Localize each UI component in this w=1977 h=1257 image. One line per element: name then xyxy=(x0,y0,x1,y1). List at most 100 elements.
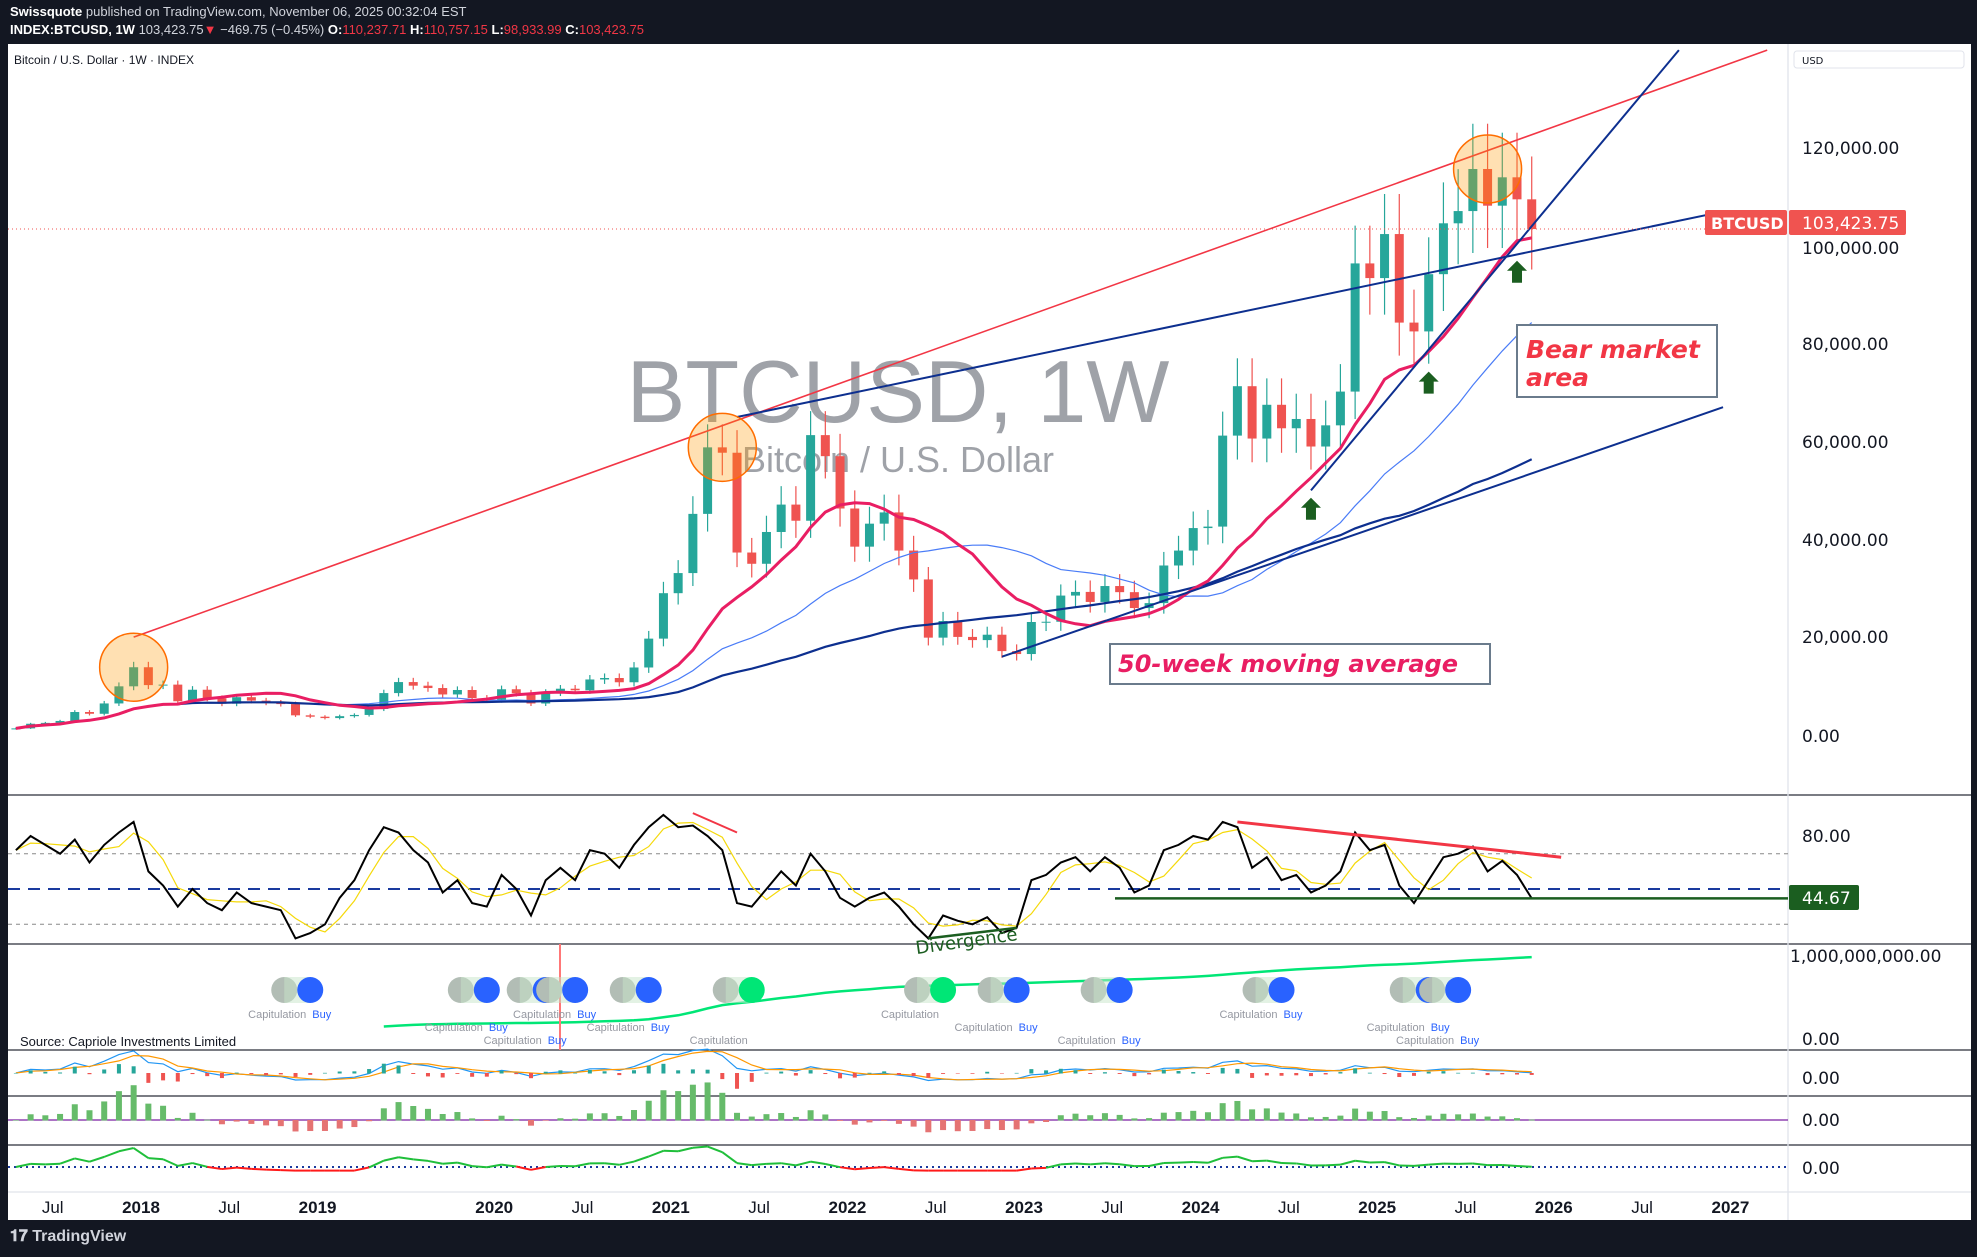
ma50-label: 50-week moving average xyxy=(1118,650,1458,678)
macd-histogram-bar xyxy=(1235,1068,1240,1074)
osc2-histogram-bar xyxy=(910,1120,917,1127)
osc2-histogram-bar xyxy=(498,1115,505,1121)
osc2-histogram-bar xyxy=(410,1106,417,1121)
osc2-histogram-bar xyxy=(660,1090,667,1121)
time-tick: Jul xyxy=(1278,1198,1300,1217)
osc2-histogram-bar xyxy=(1204,1112,1211,1121)
macd-histogram-bar xyxy=(1367,1072,1372,1074)
osc3-line-segment xyxy=(280,1169,296,1172)
osc3-line-segment xyxy=(30,1162,46,1166)
macd-histogram-bar xyxy=(1250,1073,1255,1078)
osc3-line-segment xyxy=(74,1157,90,1163)
close-label: C: xyxy=(565,22,579,37)
osc2-histogram-bar xyxy=(292,1120,299,1132)
time-tick: Jul xyxy=(1101,1198,1123,1217)
tradingview-logo[interactable]: 𝟏𝟕 TradingView xyxy=(10,1228,126,1246)
time-tick: 2025 xyxy=(1358,1198,1396,1217)
capitulation-label: Capitulation xyxy=(1219,1009,1277,1021)
macd-histogram-bar xyxy=(705,1069,710,1074)
candle-body xyxy=(658,593,668,639)
osc2-histogram-bar xyxy=(1072,1113,1079,1121)
candle-body xyxy=(850,508,860,547)
bear-label-2: area xyxy=(1526,363,1589,392)
macd-histogram-bar xyxy=(528,1073,533,1079)
osc3-line-segment xyxy=(1472,1162,1488,1167)
osc2-histogram-bar xyxy=(469,1118,476,1121)
price-pane[interactable] xyxy=(8,49,1788,730)
rsi-pane[interactable] xyxy=(8,812,1788,940)
low-value: 98,933.99 xyxy=(503,22,562,37)
candle-body xyxy=(11,728,21,730)
osc2-histogram-bar xyxy=(542,1120,549,1121)
osc2-histogram-bar xyxy=(321,1120,328,1131)
osc3-line-segment xyxy=(825,1163,841,1169)
osc2-histogram-bar xyxy=(689,1084,696,1121)
macd-histogram-bar xyxy=(985,1071,990,1074)
down-triangle-icon: ▼ xyxy=(203,22,217,37)
buy-marker xyxy=(1003,977,1030,1003)
macd-histogram-bar xyxy=(161,1073,166,1081)
osc2-histogram-bar xyxy=(601,1113,608,1121)
osc2-histogram-bar xyxy=(1396,1117,1403,1121)
osc3-line-segment xyxy=(530,1166,546,1171)
osc2-histogram-bar xyxy=(1087,1115,1094,1121)
candle-body xyxy=(835,456,845,509)
time-tick: 2027 xyxy=(1711,1198,1749,1217)
macd-histogram-bar xyxy=(882,1071,887,1074)
macd-histogram-bar xyxy=(308,1073,313,1075)
osc2-histogram-bar xyxy=(86,1110,93,1121)
macd-histogram-bar xyxy=(352,1071,357,1074)
close-value: 103,423.75 xyxy=(578,22,645,37)
candle-body xyxy=(703,447,713,514)
time-tick: Jul xyxy=(42,1198,64,1217)
buy-label: Buy xyxy=(1431,1022,1450,1034)
bear-market-box[interactable]: Bear market area xyxy=(1516,324,1718,398)
osc3-line-segment xyxy=(207,1165,223,1171)
price-axis[interactable]: USD 120,000.00 100,000.00 80,000.00 60,0… xyxy=(1705,50,1965,1179)
macd-histogram-bar xyxy=(1529,1073,1534,1075)
candle-body xyxy=(1026,621,1036,655)
macd-histogram-bar xyxy=(676,1070,681,1074)
buy-label: Buy xyxy=(489,1022,508,1034)
candle-body xyxy=(1424,274,1434,332)
candle-body xyxy=(1277,404,1287,429)
osc2-histogram-bar xyxy=(1307,1117,1314,1121)
candle-body xyxy=(1041,621,1051,623)
buy-marker xyxy=(562,977,589,1003)
macd-histogram-bar xyxy=(381,1063,386,1074)
osc3-line-segment xyxy=(486,1163,502,1169)
time-tick: 2020 xyxy=(475,1198,513,1217)
osc3-line-segment xyxy=(1075,1162,1091,1166)
candle-body xyxy=(1247,386,1257,439)
osc3-line-segment xyxy=(1193,1161,1209,1164)
macd-histogram-bar xyxy=(1220,1067,1225,1074)
buy-label: Buy xyxy=(651,1022,670,1034)
candle-body xyxy=(188,689,198,702)
macd-histogram-bar xyxy=(1308,1073,1313,1077)
macd-histogram-bar xyxy=(749,1073,754,1082)
osc3-line-segment xyxy=(1355,1159,1370,1164)
rsi-bullish-divergence-line xyxy=(928,926,1017,940)
macd-histogram-bar xyxy=(1102,1072,1107,1074)
osc2-histogram-bar xyxy=(1337,1115,1344,1121)
candle-body xyxy=(1115,586,1125,593)
osc2-histogram-bar xyxy=(792,1116,799,1121)
ma50-box[interactable]: 50-week moving average xyxy=(1109,643,1491,685)
macd-histogram-bar xyxy=(58,1072,63,1074)
macd-histogram-bar xyxy=(1161,1069,1166,1074)
chart-panel[interactable] xyxy=(8,44,1971,1220)
osc3-line-segment xyxy=(1104,1162,1120,1166)
osc3-line-segment xyxy=(45,1162,61,1166)
osc2-histogram-bar xyxy=(881,1120,888,1121)
macd-histogram-bar xyxy=(190,1073,195,1075)
price-tag-symbol: BTCUSD xyxy=(1711,214,1784,233)
time-axis[interactable]: Jul 2018 Jul 2019 2020 Jul 2021 Jul 2022 Jul 2023 J… xyxy=(42,1198,1749,1217)
candle-body xyxy=(570,688,580,691)
macd-histogram-bar xyxy=(632,1070,637,1074)
osc2-histogram-bar xyxy=(954,1120,961,1132)
oscillator-panes[interactable] xyxy=(8,1048,1788,1172)
footer-brand: TradingView xyxy=(32,1228,127,1245)
osc3-line-segment xyxy=(89,1155,105,1163)
